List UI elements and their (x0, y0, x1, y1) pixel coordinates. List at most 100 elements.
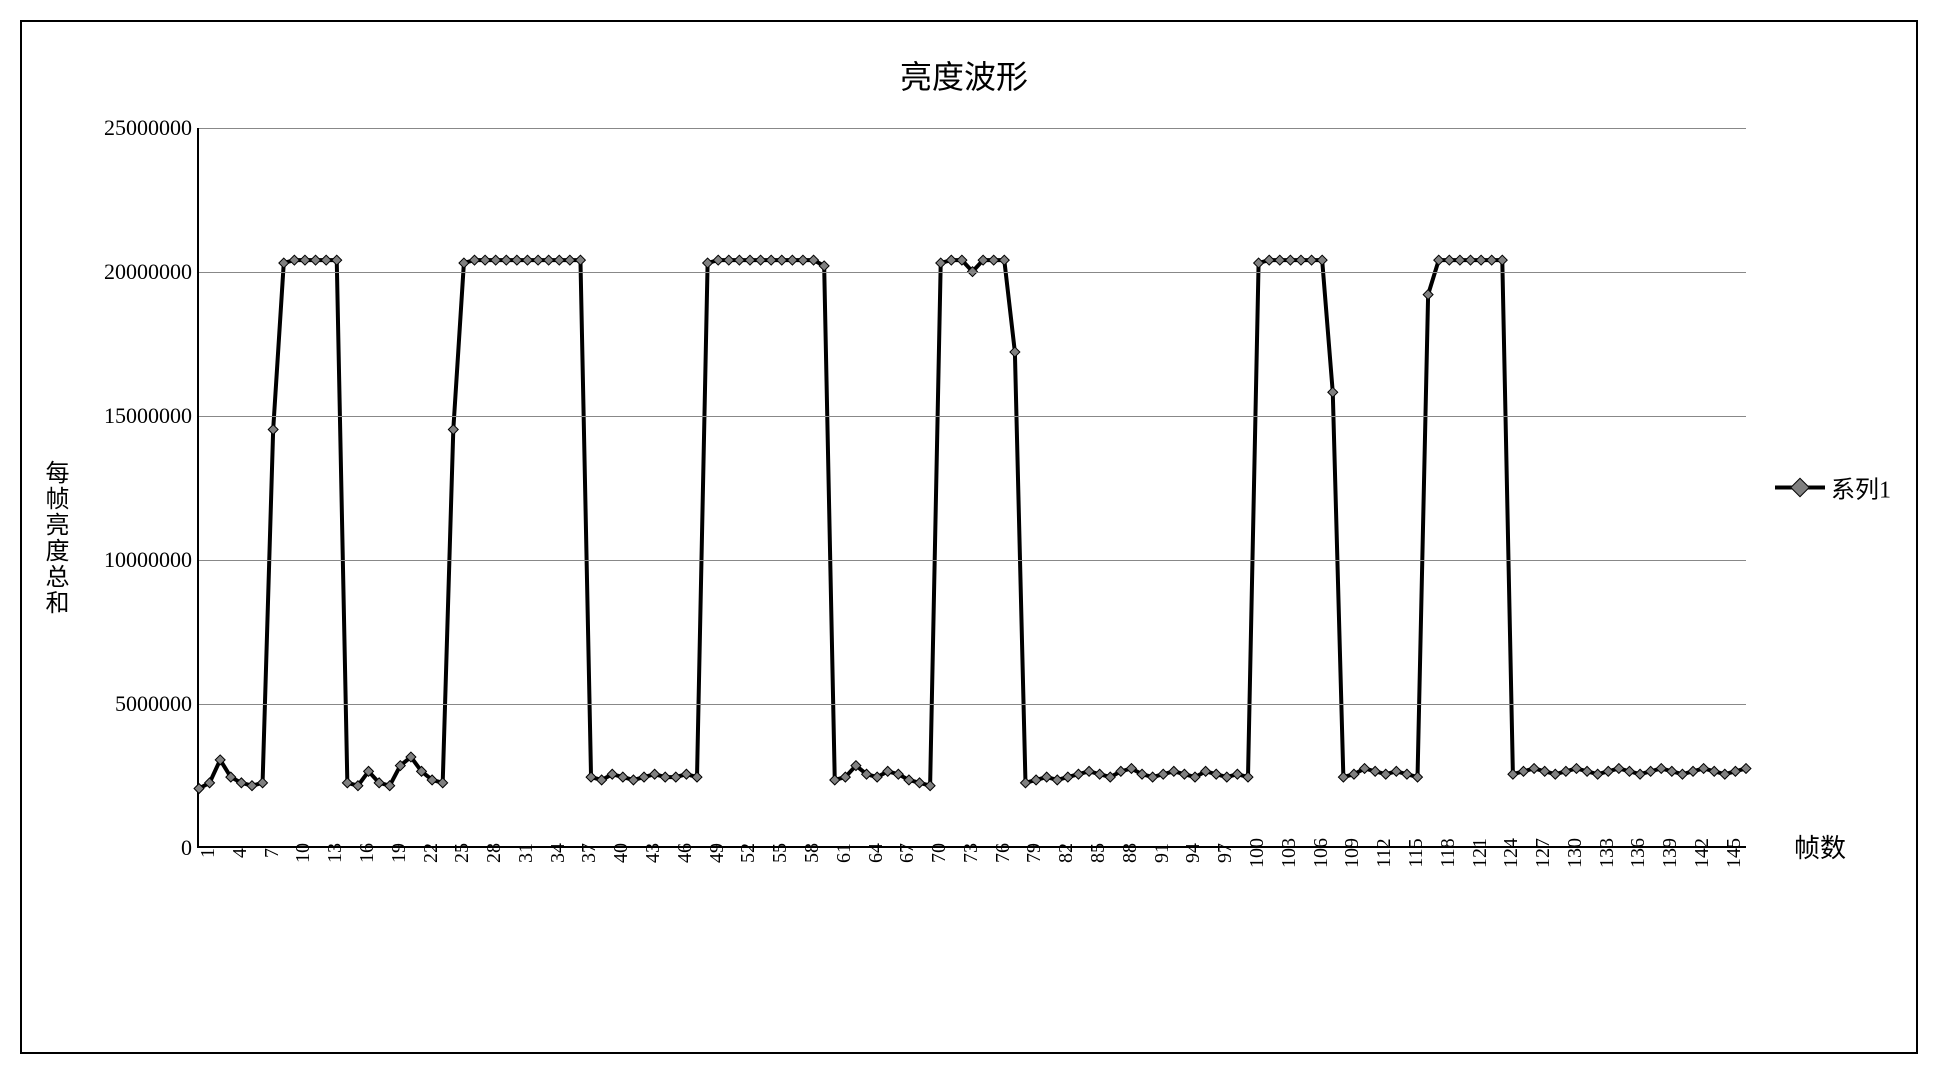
series-marker (703, 258, 713, 268)
gridline (199, 560, 1746, 561)
x-tick-label: 112 (1373, 838, 1396, 867)
x-tick-label: 34 (547, 843, 570, 863)
series-marker (512, 255, 522, 265)
series-marker (1158, 769, 1168, 779)
series-marker (1095, 769, 1105, 779)
series-marker (1063, 772, 1073, 782)
x-tick-label: 28 (483, 843, 506, 863)
series-marker (1572, 764, 1582, 774)
x-tick-label: 22 (420, 843, 443, 863)
series-marker (1709, 766, 1719, 776)
x-tick-label: 115 (1405, 838, 1428, 867)
series-marker (1211, 769, 1221, 779)
x-tick-label: 82 (1055, 843, 1078, 863)
gridline (199, 704, 1746, 705)
x-tick-label: 142 (1691, 838, 1714, 868)
x-tick-label: 133 (1596, 838, 1619, 868)
series-marker (1402, 769, 1412, 779)
series-marker (787, 255, 797, 265)
series-marker (1391, 766, 1401, 776)
series-marker (576, 255, 586, 265)
gridline (199, 272, 1746, 273)
series-marker (1635, 769, 1645, 779)
series-marker (279, 258, 289, 268)
series-marker (1264, 255, 1274, 265)
y-axis: 0500000010000000150000002000000025000000 (77, 128, 197, 848)
series-marker (1423, 290, 1433, 300)
y-tick-label: 0 (181, 835, 192, 861)
series-marker (491, 255, 501, 265)
series-marker (724, 255, 734, 265)
series-marker (745, 255, 755, 265)
series-marker (1455, 255, 1465, 265)
series-marker (1052, 775, 1062, 785)
series-marker (650, 769, 660, 779)
x-axis: 帧数 1471013161922252831343740434649525558… (197, 848, 1746, 928)
series-marker (1148, 772, 1158, 782)
series-marker (915, 778, 925, 788)
x-tick-label: 97 (1214, 843, 1237, 863)
series-marker (671, 772, 681, 782)
x-tick-label: 106 (1310, 838, 1333, 868)
series-marker (501, 255, 511, 265)
chart-body: 每帧亮度总和 050000001000000015000000200000002… (32, 128, 1896, 948)
series-marker (1074, 769, 1084, 779)
series-marker (311, 255, 321, 265)
series-marker (1476, 255, 1486, 265)
series-marker (1370, 766, 1380, 776)
legend: 系列1 (1775, 470, 1891, 505)
series-marker (1222, 772, 1232, 782)
series-marker (1031, 775, 1041, 785)
series-marker (1688, 766, 1698, 776)
series-marker (1444, 255, 1454, 265)
x-tick-label: 67 (896, 843, 919, 863)
y-tick-label: 10000000 (104, 547, 192, 573)
series-marker (692, 772, 702, 782)
x-tick-label: 124 (1500, 838, 1523, 868)
series-marker (586, 772, 596, 782)
x-tick-label: 52 (737, 843, 760, 863)
series-marker (1434, 255, 1444, 265)
x-tick-label: 145 (1723, 838, 1746, 868)
series-marker (1741, 764, 1751, 774)
x-tick-label: 79 (1023, 843, 1046, 863)
x-tick-label: 76 (992, 843, 1015, 863)
series-marker (1254, 258, 1264, 268)
series-marker (1614, 764, 1624, 774)
x-tick-label: 64 (865, 843, 888, 863)
series-marker (734, 255, 744, 265)
x-tick-label: 46 (674, 843, 697, 863)
x-tick-label: 1 (197, 848, 220, 858)
series-marker (989, 255, 999, 265)
series-marker (660, 772, 670, 782)
series-marker (1646, 766, 1656, 776)
series-marker (448, 425, 458, 435)
x-tick-label: 4 (229, 848, 252, 858)
series-marker (1338, 772, 1348, 782)
series-marker (936, 258, 946, 268)
series-marker (1519, 766, 1529, 776)
series-marker (1529, 764, 1539, 774)
series-marker (1328, 387, 1338, 397)
series-marker (1084, 766, 1094, 776)
x-tick-label: 49 (706, 843, 729, 863)
series-marker (438, 778, 448, 788)
series-marker (1381, 769, 1391, 779)
x-tick-label: 10 (292, 843, 315, 863)
series-marker (300, 255, 310, 265)
x-tick-label: 13 (324, 843, 347, 863)
series-marker (1413, 772, 1423, 782)
series-marker (1720, 769, 1730, 779)
chart-title: 亮度波形 (32, 52, 1896, 98)
series-marker (1010, 347, 1020, 357)
series-marker (544, 255, 554, 265)
y-tick-label: 5000000 (115, 691, 192, 717)
series-marker (1466, 255, 1476, 265)
x-tick-label: 100 (1246, 838, 1269, 868)
series-marker (1021, 778, 1031, 788)
series-marker (1550, 769, 1560, 779)
x-tick-label: 31 (515, 843, 538, 863)
series-marker (777, 255, 787, 265)
series-marker (533, 255, 543, 265)
x-tick-label: 118 (1437, 838, 1460, 867)
